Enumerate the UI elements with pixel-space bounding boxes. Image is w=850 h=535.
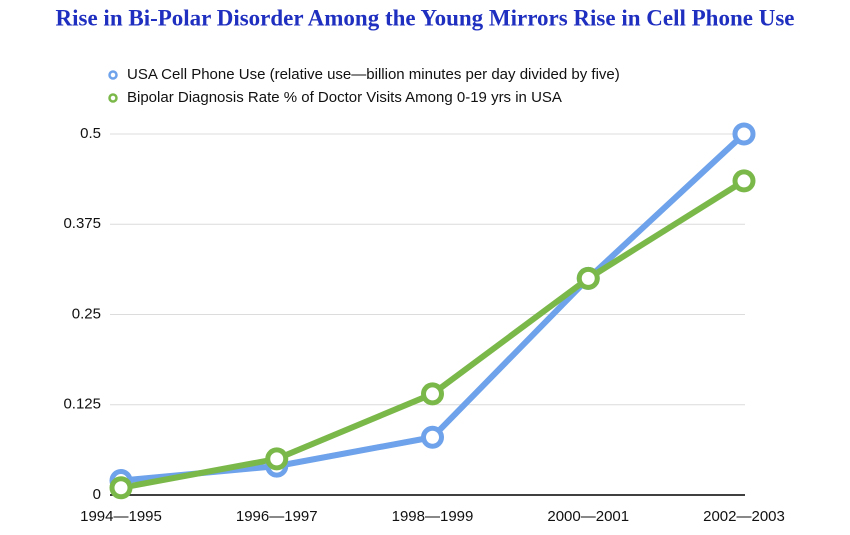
legend-label: USA Cell Phone Use (relative use—billion… xyxy=(127,66,620,83)
data-point xyxy=(576,266,600,290)
data-point xyxy=(732,169,756,193)
x-tick-label: 2000—2001 xyxy=(547,508,629,525)
y-tick-label: 0 xyxy=(93,486,101,503)
y-tick-label: 0.25 xyxy=(72,305,101,322)
y-tick-label: 0.375 xyxy=(63,215,101,232)
y-tick-label: 0.125 xyxy=(63,396,101,413)
data-point xyxy=(732,122,756,146)
legend-marker xyxy=(108,70,118,80)
chart-title: Rise in Bi-Polar Disorder Among the Youn… xyxy=(56,5,795,30)
x-tick-label: 2002—2003 xyxy=(703,508,785,525)
data-point xyxy=(109,476,133,500)
x-tick-label: 1994—1995 xyxy=(80,508,162,525)
data-point xyxy=(265,447,289,471)
data-point xyxy=(421,382,444,406)
x-tick-label: 1998—1999 xyxy=(392,508,474,525)
data-point xyxy=(421,425,444,449)
y-tick-label: 0.5 xyxy=(80,125,101,142)
legend-label: Bipolar Diagnosis Rate % of Doctor Visit… xyxy=(127,89,562,106)
legend-marker xyxy=(108,93,118,103)
x-tick-label: 1996—1997 xyxy=(236,508,318,525)
